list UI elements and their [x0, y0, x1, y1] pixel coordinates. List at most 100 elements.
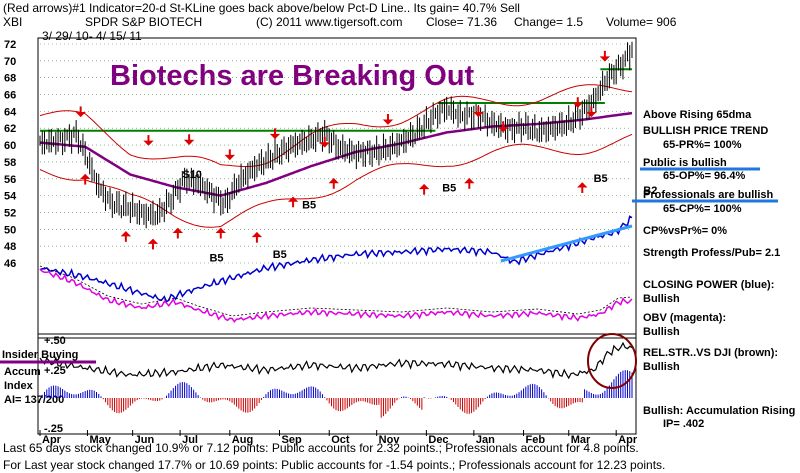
- price-change: Change= 1.5: [514, 15, 583, 29]
- red-down-arrow-head: [572, 102, 583, 108]
- y-tick-label: 58: [4, 157, 16, 169]
- y-tick-label: 54: [4, 191, 17, 203]
- label-cp-vs-pr: CP%vsPr%= 0%: [643, 225, 727, 237]
- red-down-arrow-head: [75, 111, 86, 118]
- red-down-arrow-head: [224, 154, 236, 161]
- red-down-arrow-head: [319, 142, 330, 148]
- label-ip: IP= .402: [663, 418, 704, 430]
- y-tick-label: 68: [4, 73, 16, 85]
- y-tick-label: 72: [4, 39, 16, 51]
- x-tick-label: Jul: [182, 434, 198, 446]
- label-professionals-bullish: Professionals are bullish: [643, 189, 773, 201]
- x-tick-label: Nov: [379, 434, 401, 446]
- x-tick-label: Apr: [42, 434, 62, 446]
- lower-band: [39, 133, 633, 228]
- x-tick-label: Apr: [618, 434, 638, 446]
- x-tick-label: Aug: [232, 434, 253, 446]
- accum-tick-label: +.50: [44, 335, 66, 347]
- label-obv-status: Bullish: [643, 326, 680, 338]
- red-up-arrow-head: [172, 227, 184, 233]
- relative-strength-line: [39, 341, 633, 380]
- closing-power-line: [39, 215, 633, 303]
- label-public-bullish: Public is bullish: [643, 157, 727, 169]
- y-tick-label: 48: [4, 241, 16, 253]
- red-up-arrow-head: [147, 238, 159, 244]
- close-price: Close= 71.36: [426, 15, 497, 29]
- obv-line: [39, 268, 633, 323]
- label-closing-power: CLOSING POWER (blue):: [643, 279, 774, 291]
- red-down-arrow-head: [143, 140, 154, 146]
- red-up-arrow-head: [287, 196, 299, 202]
- x-tick-label: May: [89, 434, 111, 446]
- y-tick-label: 46: [4, 258, 16, 270]
- red-up-arrow-head: [215, 227, 226, 233]
- label-obv: OBV (magenta):: [643, 312, 726, 324]
- obv-ma: [39, 265, 633, 317]
- red-up-arrow-head: [418, 183, 430, 190]
- chart-title: Biotechs are Breaking Out: [110, 60, 475, 92]
- signal-label: S10: [182, 169, 202, 181]
- copyright: (C) 2011 www.tigersoft.com: [256, 15, 403, 29]
- plot-area: 72 70 68 66 64 62 60 58 56 54 52 50 48 46 Apr May Jun Jul…: [0, 37, 778, 446]
- label-65op: 65-OP%= 96.4%: [663, 170, 745, 182]
- accum-tick-label: +.25: [44, 365, 66, 377]
- x-tick-label: Feb: [526, 434, 546, 446]
- red-up-arrow-head: [577, 182, 588, 188]
- red-down-arrow-head: [586, 111, 597, 118]
- label-above-65dma: Above Rising 65dma: [643, 109, 752, 121]
- footer-last-year: For Last year stock changed 17.7% or 10.…: [3, 458, 665, 472]
- x-tick-label: Dec: [428, 434, 448, 446]
- red-down-arrow-head: [183, 139, 195, 145]
- red-up-arrow-head: [464, 178, 475, 184]
- accum-tick-label: -.25: [44, 423, 63, 435]
- x-tick-label: Jan: [476, 434, 495, 446]
- y-tick-label: 50: [4, 224, 16, 236]
- red-up-arrow-head: [251, 231, 263, 238]
- x-tick-label: Sep: [282, 434, 302, 446]
- label-relative-strength: REL.STR..VS DJI (brown):: [643, 347, 778, 359]
- label-closing-power-status: Bullish: [643, 293, 680, 305]
- red-down-arrow-head: [599, 56, 611, 62]
- label-index: Index: [4, 380, 34, 392]
- y-tick-label: 56: [4, 174, 16, 186]
- x-tick-label: Oct: [331, 434, 350, 446]
- red-down-arrow-head: [269, 133, 281, 140]
- signal-label: B5: [594, 173, 608, 185]
- label-accumulation: Bullish: Accumulation Rising: [643, 405, 795, 417]
- x-tick-label: Mar: [571, 434, 591, 446]
- y-tick-label: 70: [4, 56, 16, 68]
- red-down-arrow-head: [473, 111, 484, 118]
- label-strength: Strength Profess/Pub= 2.1: [643, 247, 780, 259]
- red-up-arrow-head: [120, 231, 132, 237]
- label-65pr: 65-PR%= 100%: [663, 139, 742, 151]
- label-accum: Accum: [4, 366, 41, 378]
- closing-power-trendline: [500, 224, 633, 263]
- x-tick-label: Jun: [135, 434, 155, 446]
- highlight-circle: [587, 333, 637, 389]
- label-price-trend: BULLISH PRICE TREND: [643, 125, 768, 137]
- signal-label: B2: [643, 185, 657, 197]
- upper-pane-frame: [37, 37, 637, 339]
- ticker-symbol: XBI: [3, 15, 22, 29]
- y-tick-label: 60: [4, 140, 16, 152]
- y-tick-label: 62: [4, 123, 16, 135]
- signal-label: B5: [442, 182, 456, 194]
- label-ai: AI= 137/200: [4, 394, 64, 406]
- red-up-arrow-head: [328, 178, 339, 184]
- y-tick-label: 64: [4, 106, 17, 118]
- indicator-header: (Red arrows)#1 Indicator=20-d St-KLine g…: [3, 1, 520, 15]
- y-tick-label: 52: [4, 207, 16, 219]
- label-relative-strength-status: Bullish: [643, 361, 680, 373]
- footer-65-days: Last 65 days stock changed 10.9% or 7.12…: [3, 441, 639, 455]
- upper-band: [39, 84, 633, 167]
- signal-label: B5: [209, 252, 223, 264]
- red-down-arrow-head: [382, 119, 394, 125]
- label-insider-buying: Insider Buying: [2, 349, 78, 361]
- red-up-arrow-head: [79, 173, 91, 180]
- fund-name: SPDR S&P BIOTECH: [85, 15, 202, 29]
- label-65cp: 65-CP%= 100%: [663, 203, 742, 215]
- date-range: 3/ 29/ 10- 4/ 15/ 11: [42, 29, 142, 43]
- y-tick-label: 66: [4, 90, 16, 102]
